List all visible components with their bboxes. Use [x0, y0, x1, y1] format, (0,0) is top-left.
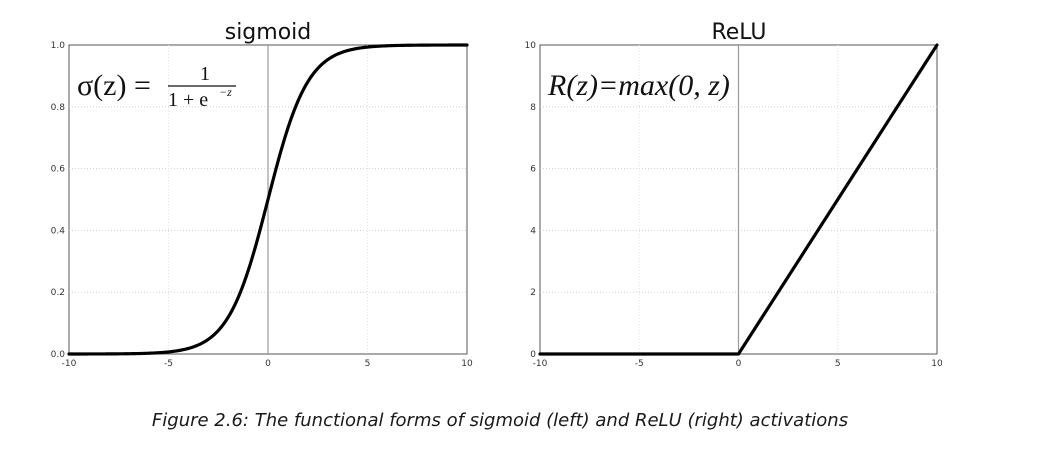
sigmoid-y-tick-label: 0.0	[51, 350, 66, 360]
relu-y-tick-label: 4	[530, 226, 536, 236]
sigmoid-formula-exponent: −z	[219, 85, 232, 99]
sigmoid-series	[67, 43, 469, 356]
relu-ticks: -10 -5 0 5 10 0 2 4 6 8 10	[525, 41, 943, 369]
relu-series	[538, 43, 939, 356]
figure-caption: Figure 2.6: The functional forms of sigm…	[151, 410, 849, 431]
sigmoid-x-tick-label: 5	[365, 359, 371, 369]
relu-title: ReLU	[711, 20, 766, 45]
sigmoid-y-tick-label: 0.4	[51, 226, 66, 236]
relu-y-tick-label: 8	[530, 103, 536, 113]
relu-x-tick-label: -5	[635, 359, 644, 369]
sigmoid-y-tick-label: 0.8	[51, 103, 66, 113]
relu-y-tick-label: 6	[530, 165, 536, 175]
sigmoid-formula-denominator: 1 + e	[168, 89, 208, 111]
sigmoid-y-tick-label: 1.0	[51, 41, 66, 51]
relu-x-tick-label: 10	[931, 359, 943, 369]
sigmoid-ticks: -10 -5 0 5 10 0.0 0.2 0.4 0.6 0.8 1.0	[51, 41, 473, 369]
relu-curve	[538, 43, 939, 356]
relu-y-tick-label: 2	[530, 288, 536, 298]
sigmoid-chart: -10 -5 0 5 10 0.0 0.2 0.4 0.6 0.8 1.0 sigmoid σ(z)…	[51, 20, 473, 369]
relu-chart: -10 -5 0 5 10 0 2 4 6 8 10 ReLU R(z)=max(0, z)	[525, 20, 943, 369]
sigmoid-x-tick-label: -5	[164, 359, 173, 369]
sigmoid-x-tick-label: -10	[62, 359, 77, 369]
relu-formula: R(z)=max(0, z)	[547, 69, 730, 102]
sigmoid-y-tick-label: 0.2	[51, 288, 65, 298]
sigmoid-y-tick-label: 0.6	[51, 165, 66, 175]
sigmoid-title: sigmoid	[225, 20, 312, 45]
figure-canvas: -10 -5 0 5 100.00.20.40.60.81.0 sigmoid σ(z)…	[51, 20, 943, 369]
relu-x-tick-label: -10	[533, 359, 548, 369]
sigmoid-x-tick-label: 10	[461, 359, 473, 369]
sigmoid-curve	[67, 43, 469, 356]
relu-y-tick-label: 0	[530, 350, 536, 360]
sigmoid-formula-numerator: 1	[200, 63, 210, 85]
relu-x-tick-label: 0	[736, 359, 742, 369]
sigmoid-x-tick-label: 0	[265, 359, 271, 369]
sigmoid-formula-lhs: σ(z) =	[77, 69, 151, 102]
sigmoid-formula: σ(z) = 1 1 + e −z	[77, 63, 236, 111]
relu-grid	[540, 45, 937, 354]
sigmoid-grid	[69, 45, 467, 354]
relu-x-tick-label: 5	[835, 359, 841, 369]
relu-y-tick-label: 10	[525, 41, 537, 51]
